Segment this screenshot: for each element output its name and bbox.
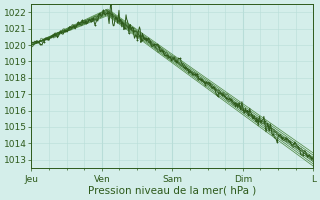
- X-axis label: Pression niveau de la mer( hPa ): Pression niveau de la mer( hPa ): [88, 186, 256, 196]
